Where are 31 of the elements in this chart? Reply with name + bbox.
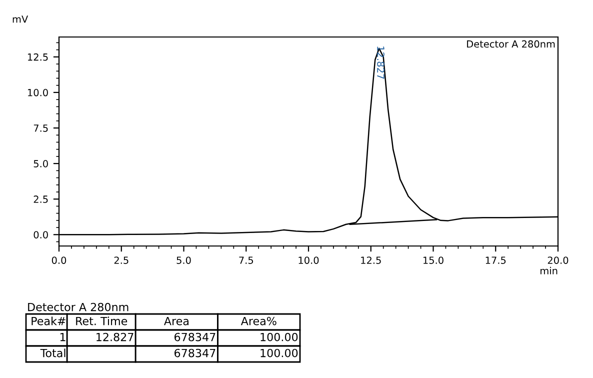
y-tick-label: 0.0: [34, 231, 48, 238]
text: 678347: [174, 348, 216, 358]
text: 12.827: [96, 332, 134, 342]
text: Detector A 280nm: [28, 302, 128, 312]
x-tick-label: 10.0: [298, 256, 319, 264]
y-tick-label: 5.0: [34, 160, 48, 168]
text: 1: [60, 332, 66, 342]
text: 100.00: [260, 348, 298, 358]
text: Peak#: [32, 316, 66, 326]
x-tick-label: 0.0: [52, 256, 66, 264]
text: Ret. Time: [76, 316, 128, 326]
x-tick-label: 15.0: [423, 256, 444, 264]
x-tick-label: 17.5: [486, 256, 506, 264]
text: 678347: [174, 332, 216, 342]
y-tick-label: 7.5: [34, 124, 48, 132]
y-tick-label: 10.0: [28, 88, 48, 96]
x-tick-label: 7.5: [239, 256, 254, 264]
annotation: Detector A 280nm: [467, 40, 555, 48]
text: Total: [40, 348, 66, 358]
text: Area%: [240, 316, 276, 326]
y-tick-label: 2.5: [34, 196, 48, 203]
x-axis-title: min: [540, 266, 558, 274]
text: Area: [164, 316, 188, 326]
x-tick-label: 2.5: [114, 256, 128, 264]
annotation: 12.827: [377, 46, 384, 79]
y-axis-title: mV: [12, 16, 28, 23]
text: 100.00: [260, 332, 298, 342]
y-tick-label: 12.5: [28, 53, 48, 61]
x-tick-label: 20.0: [548, 256, 568, 264]
x-tick-label: 5.0: [176, 256, 191, 264]
x-tick-label: 12.5: [361, 256, 381, 264]
